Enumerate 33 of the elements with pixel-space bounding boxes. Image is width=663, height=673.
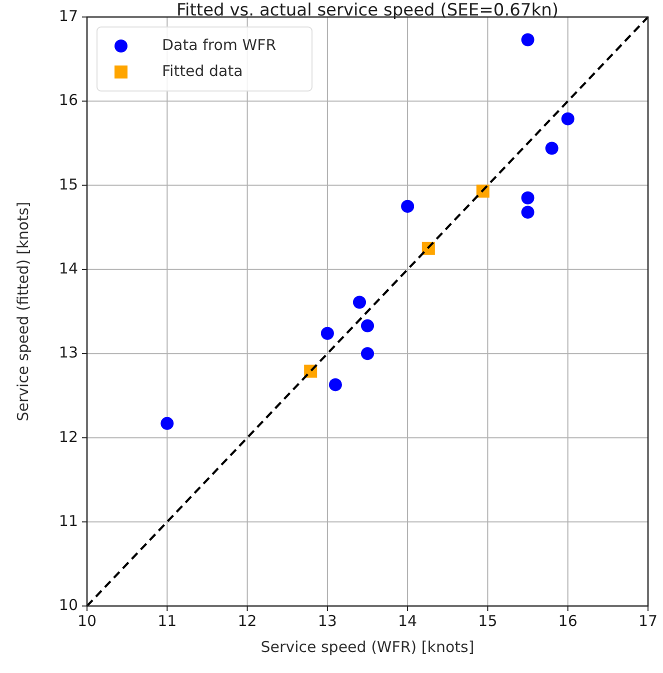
x-tick-label: 14: [398, 612, 418, 630]
y-tick-label: 10: [58, 596, 78, 614]
x-tick-label: 13: [318, 612, 337, 630]
chart-title: Fitted vs. actual service speed (SEE=0.67kn): [176, 0, 559, 21]
point: [320, 326, 334, 340]
point: [160, 416, 174, 430]
y-tick-label: 17: [58, 7, 78, 26]
x-tick-label: 10: [77, 612, 97, 630]
point: [361, 347, 374, 360]
y-tick-label: 12: [58, 428, 78, 446]
y-tick-label: 13: [58, 344, 78, 362]
point: [361, 319, 374, 332]
y-axis-title: Service speed (fitted) [knots]: [14, 202, 32, 422]
point: [545, 142, 558, 155]
x-tick-label: 11: [158, 612, 177, 630]
x-tick-label: 12: [238, 612, 257, 630]
x-tick-label: 15: [478, 612, 498, 630]
point: [328, 378, 342, 392]
y-tick-label: 14: [58, 260, 78, 278]
point: [521, 191, 534, 204]
point: [352, 296, 366, 309]
point: [521, 33, 534, 46]
x-axis-title: Service speed (WFR) [knots]: [260, 638, 474, 656]
point: [401, 200, 414, 213]
legend-label: Data from WFR: [162, 36, 276, 54]
point: [521, 206, 534, 219]
y-tick-label: 11: [58, 512, 78, 530]
y-tick-label: 15: [58, 175, 78, 194]
x-tick-label: 16: [558, 612, 578, 630]
y-tick-label: 16: [58, 91, 78, 110]
x-tick-label: 17: [638, 612, 658, 630]
legend-label: Fitted data: [162, 62, 243, 80]
point: [561, 112, 574, 126]
